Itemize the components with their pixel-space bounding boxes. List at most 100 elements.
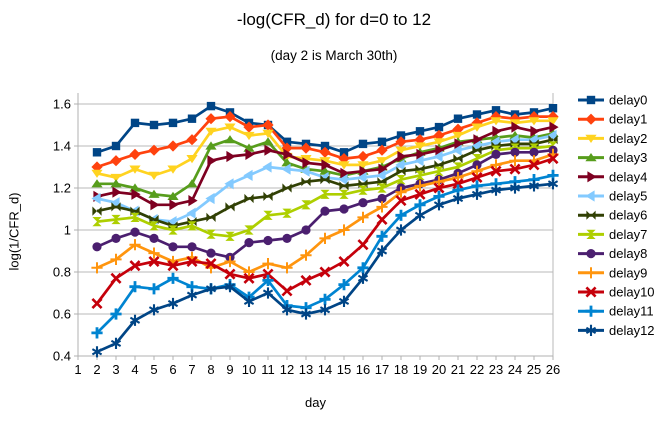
data-point-marker <box>244 225 254 235</box>
data-point-marker <box>509 155 521 167</box>
data-point-marker <box>319 266 331 278</box>
data-point-marker <box>414 199 426 211</box>
x-tick-label: 8 <box>207 362 214 377</box>
data-point-marker <box>243 272 255 284</box>
data-point-marker <box>301 225 311 235</box>
data-point-marker <box>244 238 254 248</box>
x-tick-label: 2 <box>93 362 100 377</box>
data-point-marker <box>492 125 502 137</box>
data-point-marker <box>206 101 216 111</box>
data-point-marker <box>414 155 424 167</box>
x-tick-label: 24 <box>508 362 522 377</box>
data-point-marker <box>91 327 103 339</box>
x-tick-label: 18 <box>394 362 408 377</box>
y-tick-label: 0.8 <box>53 265 71 280</box>
x-tick-label: 26 <box>546 362 560 377</box>
data-point-marker <box>320 175 330 185</box>
data-point-marker <box>205 258 217 270</box>
data-point-marker <box>300 249 312 261</box>
data-point-marker <box>129 281 141 293</box>
data-point-marker <box>585 113 597 125</box>
y-tick-label: 1.4 <box>53 139 71 154</box>
data-point-marker <box>395 209 407 221</box>
data-point-marker <box>357 150 369 163</box>
data-point-marker <box>358 179 368 189</box>
y-tick-label: 1.6 <box>53 97 71 112</box>
data-point-marker <box>377 177 387 187</box>
data-point-marker <box>511 121 521 133</box>
legend-label-delay5: delay5 <box>609 189 647 204</box>
data-point-marker <box>509 119 521 128</box>
data-point-marker <box>376 245 388 257</box>
x-tick-label: 10 <box>242 362 256 377</box>
x-tick-label: 11 <box>261 362 275 377</box>
data-point-marker <box>452 171 464 184</box>
x-tick-label: 1 <box>74 362 81 377</box>
data-point-marker <box>282 233 292 243</box>
data-point-marker <box>415 164 425 174</box>
data-point-marker <box>148 255 160 268</box>
data-point-marker <box>434 160 444 170</box>
data-point-marker <box>301 200 311 210</box>
data-point-marker <box>416 148 426 160</box>
y-tick-label: 0.4 <box>53 349 71 364</box>
legend-item-delay4: delay4 <box>578 169 647 184</box>
data-point-marker <box>167 165 179 174</box>
data-point-marker <box>92 217 102 227</box>
data-point-marker <box>472 160 482 170</box>
data-point-marker <box>585 267 597 279</box>
data-point-marker <box>300 165 310 177</box>
data-point-marker <box>205 127 217 136</box>
x-tick-label: 3 <box>112 362 119 377</box>
data-point-marker <box>262 287 274 299</box>
data-point-marker <box>167 191 179 200</box>
data-point-marker <box>302 157 312 169</box>
data-point-marker <box>262 119 274 131</box>
data-point-marker <box>262 129 274 138</box>
data-point-marker <box>357 239 369 251</box>
x-tick-label: 16 <box>356 362 370 377</box>
data-point-marker <box>281 163 291 175</box>
data-point-marker <box>91 297 103 310</box>
y-axis-title: log(1/CFR_d) <box>6 192 22 271</box>
data-point-marker <box>376 201 388 213</box>
x-tick-label: 25 <box>527 362 541 377</box>
data-point-marker <box>453 114 463 123</box>
legend-label-delay0: delay0 <box>609 93 647 108</box>
data-point-marker <box>186 134 198 146</box>
data-point-marker <box>338 279 350 291</box>
x-tick-label: 20 <box>432 362 446 377</box>
data-point-marker <box>395 136 407 148</box>
data-point-marker <box>224 255 236 268</box>
data-point-marker <box>224 178 234 190</box>
data-point-marker <box>414 142 426 151</box>
data-point-marker <box>471 171 483 184</box>
data-point-marker <box>471 188 483 200</box>
data-point-marker <box>586 229 596 239</box>
data-point-marker <box>357 171 367 184</box>
legend-label-delay2: delay2 <box>609 131 647 146</box>
series-delay10 <box>91 153 559 310</box>
series-delay2 <box>91 117 559 183</box>
data-point-marker <box>472 110 482 119</box>
data-point-marker <box>205 141 217 150</box>
legend-item-delay3: delay3 <box>578 150 647 165</box>
data-point-marker <box>129 165 141 174</box>
data-point-marker <box>452 178 464 190</box>
data-point-marker <box>262 274 274 286</box>
data-point-marker <box>471 123 483 132</box>
data-point-marker <box>186 179 198 188</box>
data-point-marker <box>300 142 312 154</box>
data-point-marker <box>414 188 426 200</box>
data-point-marker <box>168 118 178 128</box>
data-point-marker <box>186 155 198 164</box>
legend-label-delay6: delay6 <box>609 208 647 223</box>
data-point-marker <box>530 125 540 137</box>
x-tick-label: 7 <box>188 362 195 377</box>
data-point-marker <box>339 189 349 199</box>
data-point-marker <box>319 146 331 158</box>
data-point-marker <box>130 212 140 222</box>
data-point-marker <box>548 104 558 113</box>
data-point-marker <box>339 181 349 191</box>
